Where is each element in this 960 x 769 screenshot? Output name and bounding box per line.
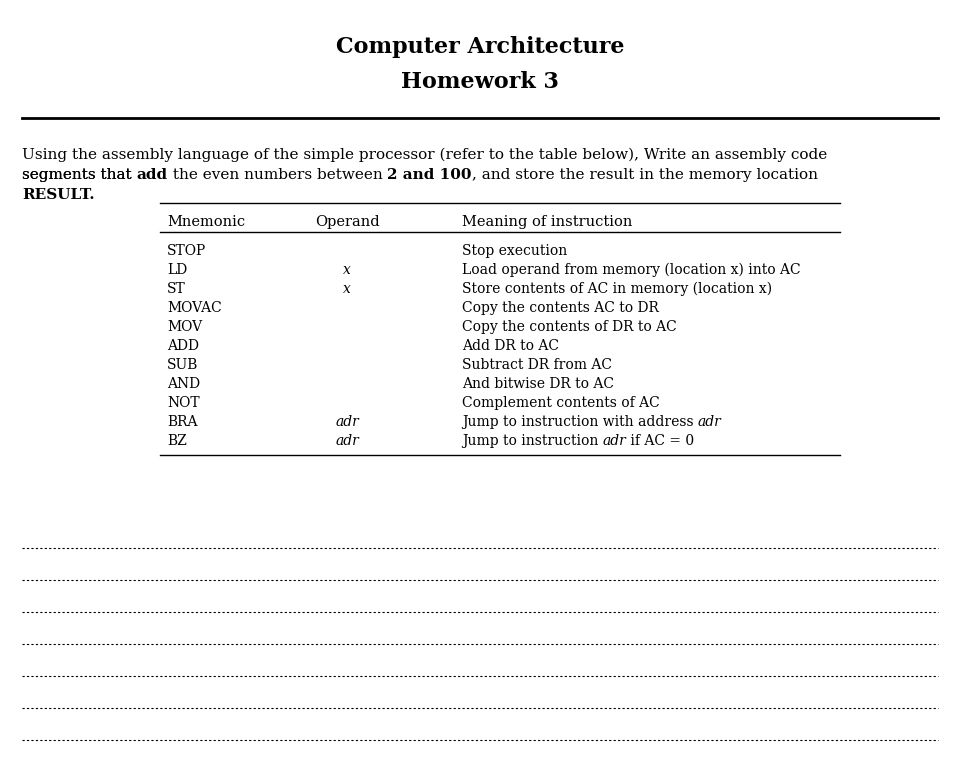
Text: Copy the contents of DR to AC: Copy the contents of DR to AC [462, 320, 677, 334]
Text: STOP: STOP [167, 244, 206, 258]
Text: 2 and 100: 2 and 100 [387, 168, 471, 182]
Text: ADD: ADD [167, 339, 199, 353]
Text: Stop execution: Stop execution [462, 244, 567, 258]
Text: NOT: NOT [167, 396, 200, 410]
Text: Add DR to AC: Add DR to AC [462, 339, 559, 353]
Text: x: x [343, 263, 351, 277]
Text: adr: adr [335, 434, 359, 448]
Text: x: x [343, 282, 351, 296]
Text: ST: ST [167, 282, 185, 296]
Text: Computer Architecture: Computer Architecture [336, 36, 624, 58]
Text: Homework 3: Homework 3 [401, 71, 559, 93]
Text: MOV: MOV [167, 320, 203, 334]
Text: LD: LD [167, 263, 187, 277]
Text: the even numbers between: the even numbers between [168, 168, 387, 182]
Text: Meaning of instruction: Meaning of instruction [462, 215, 633, 229]
Text: adr: adr [698, 415, 722, 429]
Text: RESULT.: RESULT. [22, 188, 95, 202]
Text: Jump to instruction with address: Jump to instruction with address [462, 415, 698, 429]
Text: MOVAC: MOVAC [167, 301, 222, 315]
Text: Using the assembly language of the simple processor (refer to the table below), : Using the assembly language of the simpl… [22, 148, 828, 162]
Text: BRA: BRA [167, 415, 198, 429]
Text: And bitwise DR to AC: And bitwise DR to AC [462, 377, 614, 391]
Text: Mnemonic: Mnemonic [167, 215, 245, 229]
Text: add: add [136, 168, 168, 182]
Text: Subtract DR from AC: Subtract DR from AC [462, 358, 612, 372]
Text: segments that: segments that [22, 168, 136, 182]
Text: Copy the contents AC to DR: Copy the contents AC to DR [462, 301, 659, 315]
Text: AND: AND [167, 377, 200, 391]
Text: if AC = 0: if AC = 0 [627, 434, 695, 448]
Text: Operand: Operand [315, 215, 379, 229]
Text: Store contents of AC in memory (location x): Store contents of AC in memory (location… [462, 282, 772, 296]
Text: adr: adr [335, 415, 359, 429]
Text: Complement contents of AC: Complement contents of AC [462, 396, 660, 410]
Text: SUB: SUB [167, 358, 199, 372]
Text: segments that: segments that [22, 168, 136, 182]
Text: , and store the result in the memory location: , and store the result in the memory loc… [471, 168, 818, 182]
Text: adr: adr [603, 434, 627, 448]
Text: Jump to instruction: Jump to instruction [462, 434, 603, 448]
Text: Load operand from memory (location x) into AC: Load operand from memory (location x) in… [462, 263, 801, 278]
Text: BZ: BZ [167, 434, 187, 448]
